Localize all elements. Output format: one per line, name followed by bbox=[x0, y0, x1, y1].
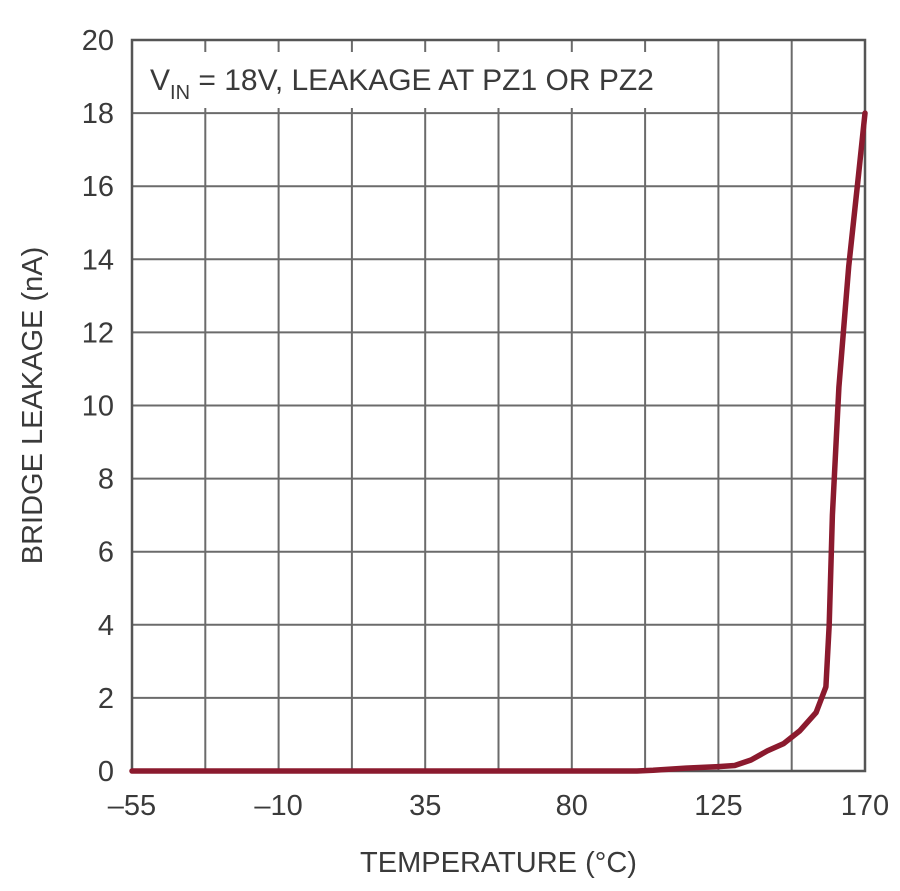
y-tick-label: 8 bbox=[98, 464, 114, 496]
y-tick-label: 20 bbox=[82, 25, 114, 57]
y-tick-label: 4 bbox=[98, 610, 114, 642]
x-axis-label: TEMPERATURE (°C) bbox=[360, 847, 637, 879]
y-axis-label: BRIDGE LEAKAGE (nA) bbox=[17, 247, 49, 565]
y-tick-label: 6 bbox=[98, 537, 114, 569]
x-tick-label: 80 bbox=[556, 790, 588, 822]
chart-annotation: VIN = 18V, LEAKAGE AT PZ1 OR PZ2 bbox=[150, 64, 654, 104]
annotation-prefix: V bbox=[150, 64, 170, 97]
y-tick-label: 0 bbox=[98, 756, 114, 788]
grid bbox=[131, 39, 866, 772]
series-layer bbox=[129, 110, 868, 774]
annotation-subscript: IN bbox=[170, 82, 190, 104]
y-tick-label: 16 bbox=[82, 171, 114, 203]
x-tick-label: –55 bbox=[108, 790, 156, 822]
x-tick-label: –10 bbox=[254, 790, 302, 822]
y-tick-label: 18 bbox=[82, 98, 114, 130]
x-tick-label: 35 bbox=[409, 790, 441, 822]
y-tick-label: 14 bbox=[82, 244, 114, 276]
y-tick-label: 12 bbox=[82, 317, 114, 349]
y-tick-label: 10 bbox=[82, 391, 114, 423]
x-tick-label: 125 bbox=[694, 790, 742, 822]
y-tick-label: 2 bbox=[98, 683, 114, 715]
annotation-background bbox=[142, 52, 702, 108]
x-tick-label: 170 bbox=[841, 790, 889, 822]
y-axis-ticks: 0 2 4 6 8 10 12 14 16 18 20 bbox=[82, 25, 114, 788]
annotation-suffix: = 18V, LEAKAGE AT PZ1 OR PZ2 bbox=[190, 64, 654, 97]
series-line-leakage bbox=[129, 110, 868, 774]
x-axis-ticks: –55 –10 35 80 125 170 bbox=[108, 790, 889, 822]
